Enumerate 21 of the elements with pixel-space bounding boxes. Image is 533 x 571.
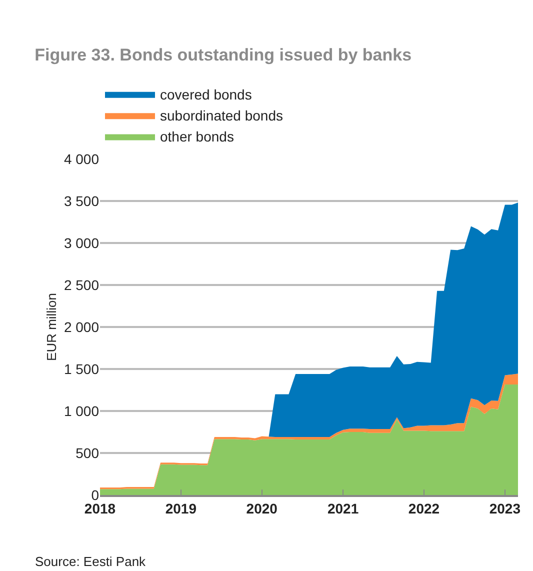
y-tick-label: 0	[91, 486, 100, 503]
y-tick-label: 2 500	[64, 276, 100, 293]
y-tick-label: 500	[76, 444, 100, 461]
y-tick-label: 3 500	[64, 192, 100, 209]
y-tick-label: 3 000	[64, 234, 100, 251]
x-tick-label: 2023	[489, 500, 521, 517]
x-tick-label: 2019	[165, 500, 197, 517]
x-tick-label: 2022	[408, 500, 440, 517]
legend-label: subordinated bonds	[160, 108, 283, 124]
source-note: Source: Eesti Pank	[35, 554, 146, 569]
y-tick-label: 1 500	[64, 360, 100, 377]
x-tick-label: 2020	[246, 500, 278, 517]
y-tick-label: 2 000	[64, 318, 100, 335]
legend-label: other bonds	[160, 128, 234, 145]
y-tick-label: 1 000	[64, 402, 100, 419]
y-axis-title: EUR million	[44, 293, 59, 361]
x-tick-label: 2021	[327, 500, 359, 517]
x-tick-label: 2018	[84, 500, 116, 517]
y-tick-label: 4 000	[64, 150, 100, 167]
legend-label: covered bonds	[160, 86, 252, 102]
chart-title: Figure 33. Bonds outstanding issued by banks	[34, 45, 412, 64]
